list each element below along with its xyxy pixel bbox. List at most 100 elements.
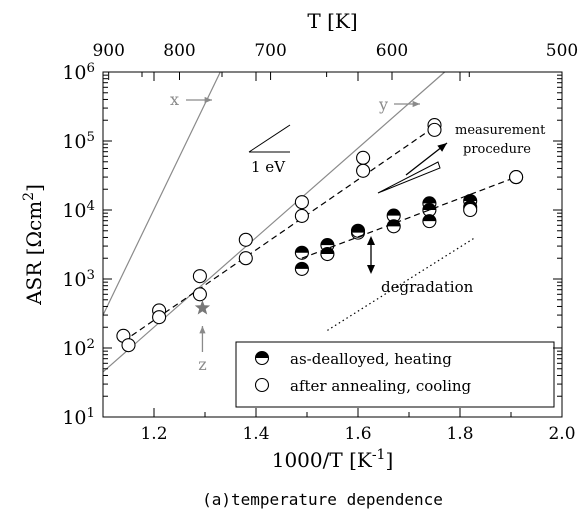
y-tick-label: 101 [62, 406, 95, 430]
point-after-annealing-cooling [192, 287, 207, 302]
y-tick-label-part: 1 [87, 406, 95, 421]
measurement-label-line1: measurement [455, 123, 546, 138]
annotations: z 1 eV measurement procedure degradation [194, 123, 546, 374]
y-axis-title-part: ASR [Ωcm [22, 201, 46, 306]
x-tick-label-part: 1.8 [446, 424, 473, 444]
trend-lines [123, 126, 517, 342]
x2-tick-label-part: 600 [376, 41, 408, 61]
point-as-dealloyed-heating [386, 208, 401, 223]
point-after-annealing-cooling [356, 163, 371, 178]
point-after-annealing-cooling [238, 251, 253, 266]
x-tick-label: 2.0 [548, 424, 575, 444]
y-tick-label-part: 10 [62, 62, 86, 84]
trend-line-1 [301, 176, 517, 259]
y-tick-label-part: 4 [87, 199, 95, 214]
x2-axis-title: T [K] [307, 9, 357, 33]
point-as-dealloyed-heating-outline [294, 261, 309, 276]
y-axis-title-part: 2 [21, 192, 37, 201]
star-label-z-part: z [198, 355, 206, 374]
legend-label-cooling: after annealing, cooling [290, 377, 472, 395]
point-as-dealloyed-heating-fill [295, 246, 309, 253]
point-as-dealloyed-heating [422, 196, 437, 211]
x-axis-title-part: ] [385, 448, 393, 472]
y-tick-label-part: 10 [62, 131, 86, 153]
figure-caption: (a)temperature dependence [202, 490, 443, 509]
x2-tick-label: 600 [376, 41, 408, 61]
point-as-dealloyed-heating [320, 246, 335, 262]
slope-line [248, 124, 291, 153]
y-tick-label-part: 10 [62, 407, 86, 429]
x-axis-title: 1000/T [K-1] [272, 447, 394, 472]
point-as-dealloyed-heating-outline [294, 245, 309, 260]
x-tick-label: 1.8 [446, 424, 473, 444]
y-tick-label: 105 [62, 130, 95, 154]
x2-tick-label-part: 800 [163, 41, 195, 61]
point-as-dealloyed-heating-outline [350, 223, 366, 238]
point-as-dealloyed-heating-fill [351, 224, 365, 231]
trend-line-2 [123, 126, 435, 342]
point-after-annealing-cooling [463, 202, 478, 218]
measurement-arrow-head [437, 143, 447, 152]
x-tick-label-part: 1.4 [242, 424, 269, 444]
point-as-dealloyed-heating-fill [387, 209, 401, 216]
point-as-dealloyed-heating-outline [422, 202, 437, 218]
x-axis-title-part: 1000/T [K [272, 448, 373, 472]
reference-arrow-x-head [204, 96, 212, 104]
measurement-wedge [377, 161, 441, 194]
degradation-arrow-head-up [367, 236, 375, 245]
x-tick-label-part: 1.2 [140, 424, 167, 444]
point-after-annealing-cooling [238, 232, 253, 247]
point-after-annealing-cooling [427, 122, 442, 137]
point-as-dealloyed-heating-fill [422, 196, 436, 204]
y-tick-label-part: 3 [87, 268, 95, 283]
x2-tick-label-part: 700 [254, 41, 286, 61]
reference-label-y-part: y [378, 95, 388, 114]
point-as-dealloyed-heating-fill [422, 203, 436, 210]
legend-marker-heating [254, 350, 270, 366]
point-as-dealloyed-heating [350, 223, 366, 238]
point-as-dealloyed-heating-fill [320, 238, 334, 246]
data-points [116, 118, 524, 353]
slope-label-part: 1 eV [251, 158, 286, 176]
point-as-dealloyed-heating-fill [463, 194, 477, 202]
legend-label-heating-part: as-dealloyed, heating [290, 350, 452, 368]
y-tick-label-part: 5 [87, 130, 95, 145]
point-after-annealing-cooling [509, 170, 524, 185]
x-tick-label: 1.2 [140, 424, 167, 444]
point-as-dealloyed-heating-fill [295, 262, 309, 269]
x2-axis-title-part: T [K] [307, 9, 357, 33]
measurement-label-line2: procedure [463, 142, 531, 157]
point-as-dealloyed-heating-outline [386, 208, 401, 223]
reference-label-x: x [170, 90, 179, 109]
y-axis-title-part: ] [22, 184, 46, 192]
legend-marker-cooling [254, 377, 270, 393]
y-axis-title: ASR [Ωcm2] [21, 184, 46, 306]
degradation-label-part: degradation [381, 278, 474, 296]
y-tick-label: 103 [62, 268, 95, 292]
x2-tick-label-part: 500 [546, 41, 578, 61]
point-after-annealing-cooling [294, 195, 309, 210]
point-as-dealloyed-heating-fill [320, 247, 334, 255]
point-after-annealing-cooling [152, 310, 167, 325]
point-as-dealloyed-heating-fill [422, 214, 436, 222]
x2-tick-label: 500 [546, 41, 578, 61]
star-point-z [194, 300, 211, 315]
x2-tick-label: 800 [163, 41, 195, 61]
y-tick-label: 106 [62, 61, 95, 85]
star-arrow-z-head [199, 326, 206, 334]
point-as-dealloyed-heating-outline [320, 246, 335, 262]
point-after-annealing-cooling [294, 208, 309, 223]
legend-marker-heating-fill [255, 351, 269, 358]
degradation-arrow-head-down [367, 265, 375, 274]
point-after-annealing-cooling [192, 269, 207, 284]
y-tick-label-part: 6 [87, 61, 95, 76]
point-as-dealloyed-heating-outline [422, 196, 437, 211]
plot-frame [102, 71, 563, 418]
y-tick-label-part: 10 [62, 269, 86, 291]
legend-box [235, 341, 555, 408]
y-tick-label-part: 10 [62, 200, 86, 222]
y-tick-label: 104 [62, 199, 95, 223]
measurement-label-line2-part: procedure [463, 142, 531, 157]
legend-marker-heating-outline [254, 350, 270, 366]
